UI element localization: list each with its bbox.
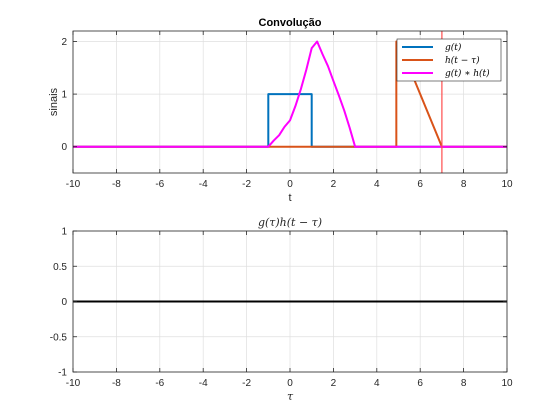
x-tick-label: -6	[155, 179, 164, 190]
legend: g(t) h(t − τ) g(t) ∗ h(t)	[396, 38, 502, 82]
x-tick-label: -8	[112, 179, 121, 190]
top-plot: -10 -8 -6 -4 -2 0 2 4 6 8 10 0 1 2 Convolução t sinais g(…	[48, 17, 513, 204]
x-tick-label: -10	[66, 378, 81, 389]
x-axis-label: t	[288, 192, 291, 204]
chart-title: Convolução	[259, 17, 322, 29]
x-tick-label: -8	[112, 378, 121, 389]
x-axis-label: τ	[287, 390, 294, 403]
x-tick-label: 8	[461, 179, 467, 190]
y-tick-label: -0.5	[50, 332, 68, 343]
legend-label-2: g(t) ∗ h(t)	[445, 68, 490, 79]
legend-label-0: g(t)	[445, 42, 462, 53]
x-tick-label: 6	[417, 179, 423, 190]
y-tick-label: 0	[61, 142, 67, 153]
x-tick-label: 6	[417, 378, 423, 389]
x-tick-label: 8	[461, 378, 467, 389]
x-tick-label: -4	[199, 378, 208, 389]
y-tick-label: 0.5	[53, 262, 67, 273]
y-tick-label: 2	[61, 37, 67, 48]
x-tick-label: 0	[287, 378, 293, 389]
x-tick-label: 10	[501, 378, 513, 389]
x-tick-label: -2	[242, 378, 251, 389]
y-tick-label: 1	[61, 90, 67, 101]
chart-title: g(τ)h(t − τ)	[258, 216, 322, 229]
series-line-2	[73, 40, 507, 148]
x-tick-label: 2	[331, 378, 337, 389]
x-tick-label: 4	[374, 378, 380, 389]
y-tick-label: 0	[61, 297, 67, 308]
x-tick-label: 2	[331, 179, 337, 190]
bottom-plot: -10 -8 -6 -4 -2 0 2 4 6 8 10 -1 -0.5 0 0.5 1 g(τ)h(t − τ…	[50, 216, 513, 403]
x-tick-label: 0	[287, 179, 293, 190]
legend-label-1: h(t − τ)	[445, 55, 480, 66]
y-tick-label: 1	[61, 227, 67, 238]
y-tick-label: -1	[58, 368, 67, 379]
x-tick-label: 4	[374, 179, 380, 190]
x-tick-label: -6	[155, 378, 164, 389]
y-axis-label: sinais	[48, 87, 60, 116]
x-tick-label: -10	[66, 179, 81, 190]
x-tick-label: -4	[199, 179, 208, 190]
x-tick-label: -2	[242, 179, 251, 190]
x-tick-label: 10	[501, 179, 513, 190]
